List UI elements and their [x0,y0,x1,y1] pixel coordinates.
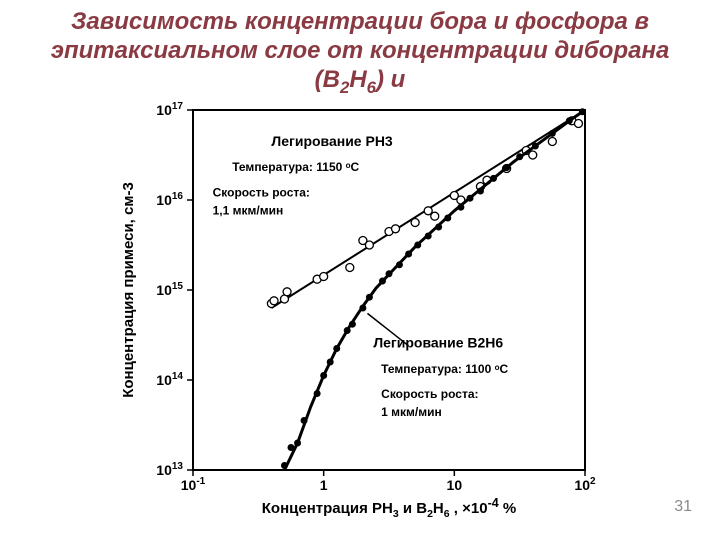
series-b2h6-point [457,204,464,211]
chart-svg: 1013 1014 1015 1016 1017 Концентрация примеси… [115,100,605,530]
series-ph3-point [574,120,582,128]
series-b2h6-point [516,153,523,160]
series-b2h6-point [549,130,556,137]
series-b2h6-point [490,175,497,182]
series-b2h6-point [503,164,510,171]
annotation-b2h6-rate2: 1 мкм/мин [381,405,442,419]
y-axis-label: Концентрация примеси, см-3 [120,182,137,398]
series-b2h6-point [566,117,573,124]
series-b2h6-point [396,261,403,268]
series-b2h6-point [314,390,321,397]
series-b2h6-point [414,242,421,249]
annotation-b2h6-temp: Температура: 1100 ᵒC [381,362,508,376]
series-b2h6-point [320,372,327,379]
series-b2h6-point [467,195,474,202]
page-number: 31 [674,498,692,516]
annotation-ph3-title: Легирование PH3 [271,133,393,149]
y-tick-label: 1015 [156,281,183,298]
series-b2h6-point [477,188,484,195]
y-tick-label: 1016 [156,191,183,208]
series-ph3-point [346,264,354,272]
x-axis-label: Концентрация PH3 и B2H6 , ×10-4 % [163,496,605,526]
series-ph3-point [411,219,419,227]
series-b2h6-point [359,305,366,312]
x-tick-label: 10-1 [181,476,206,493]
series-ph3-point [548,138,556,146]
x-tick-label: 10 [447,477,463,493]
series-ph3-point [283,288,291,296]
series-b2h6-point [294,440,301,447]
series-b2h6-point [532,143,539,150]
series-ph3-point [320,273,328,281]
series-b2h6-point [435,224,442,231]
series-ph3-point [529,151,537,159]
chart-container: 1013 1014 1015 1016 1017 Концентрация примеси… [115,100,605,530]
series-b2h6-point [366,294,373,301]
series-b2h6-point [301,417,308,424]
series-b2h6-point [379,278,386,285]
series-b2h6-point [444,215,451,222]
y-tick-label: 1013 [156,461,183,478]
slide-title: Зависимость концентрации бора и фосфора … [30,8,690,98]
series-b2h6-point [333,345,340,352]
series-ph3-point [270,297,278,305]
series-ph3-point [365,241,373,249]
annotation-ph3-rate2: 1,1 мкм/мин [213,203,284,217]
series-b2h6-point [425,233,432,240]
series-b2h6-point [349,321,356,328]
annotation-ph3-temp: Температура: 1150 ᵒC [232,160,359,174]
annotation-ph3-rate1: Скорость роста: [213,185,310,199]
x-tick-label: 102 [574,476,596,493]
y-tick-label: 1017 [156,101,183,118]
y-tick-label: 1014 [156,371,183,388]
series-ph3-point [392,225,400,233]
series-b2h6-point [281,462,288,469]
annotation-b2h6-title: Легирование B2H6 [373,335,503,351]
series-b2h6-point [327,359,334,366]
series-b2h6-point [405,251,412,258]
series-b2h6-point [579,108,586,115]
series-ph3-point [431,212,439,220]
series-b2h6-point [386,270,393,277]
x-tick-label: 1 [320,477,328,493]
series-b2h6-point [288,444,295,451]
annotation-b2h6-rate1: Скорость роста: [381,387,478,401]
series-b2h6-point [344,327,351,334]
